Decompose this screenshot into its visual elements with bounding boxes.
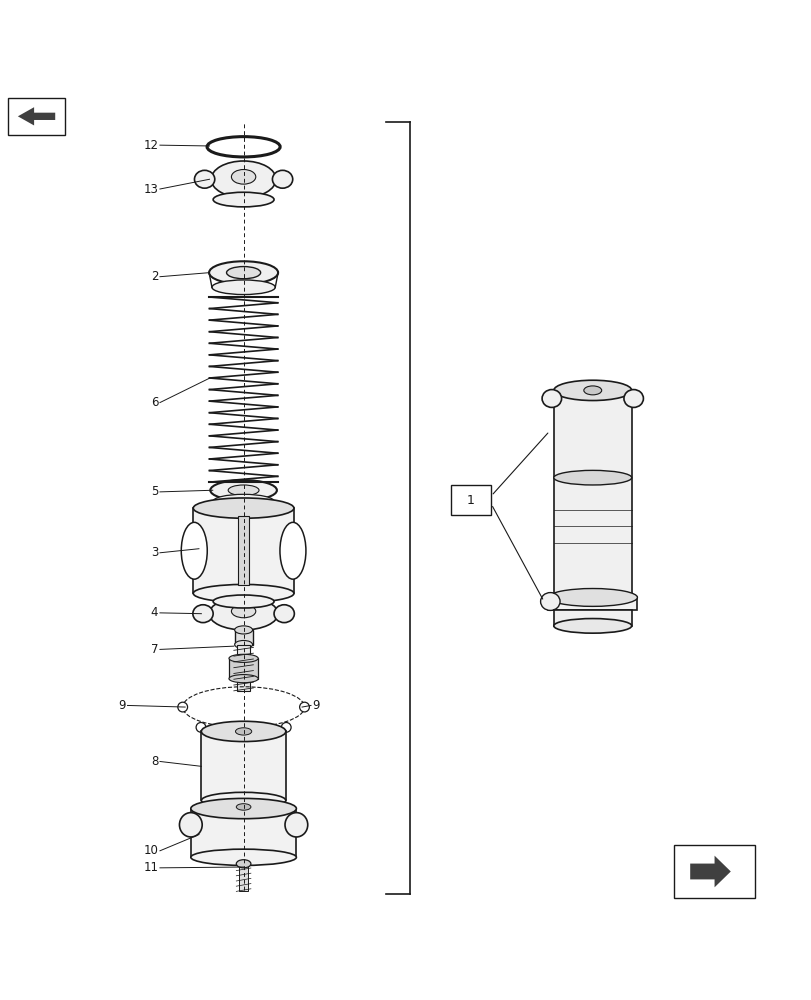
Ellipse shape [285,813,307,837]
Bar [553,390,631,597]
Bar [201,731,285,800]
Ellipse shape [201,792,285,809]
Ellipse shape [281,722,290,732]
Bar [229,658,258,679]
Ellipse shape [193,498,294,518]
Ellipse shape [235,728,251,735]
Text: 1: 1 [466,493,474,506]
Ellipse shape [228,485,259,496]
Ellipse shape [226,267,260,279]
Ellipse shape [211,161,276,198]
Bar [234,630,252,645]
Ellipse shape [234,626,252,634]
Bar [450,485,491,515]
Polygon shape [18,107,55,125]
Bar [673,845,754,898]
Ellipse shape [212,595,273,608]
Text: 9: 9 [118,699,126,712]
Ellipse shape [236,860,251,868]
Text: 5: 5 [151,485,158,498]
Bar [8,98,65,135]
Ellipse shape [192,605,212,623]
Text: 4: 4 [151,606,158,619]
Text: 9: 9 [312,699,320,712]
Ellipse shape [191,849,296,865]
Bar [547,597,637,610]
Text: 3: 3 [151,546,158,559]
Bar [553,610,631,626]
Text: 13: 13 [144,183,158,196]
Ellipse shape [181,522,207,579]
Ellipse shape [231,170,255,184]
Ellipse shape [299,702,309,712]
Ellipse shape [236,804,251,810]
Ellipse shape [540,593,560,610]
Ellipse shape [194,170,214,188]
Ellipse shape [208,261,277,284]
Ellipse shape [542,390,561,407]
Text: 11: 11 [144,861,158,874]
Bar [237,645,250,691]
Text: 2: 2 [151,270,158,283]
Ellipse shape [231,605,255,618]
Polygon shape [689,856,730,887]
Text: 7: 7 [151,643,158,656]
Ellipse shape [547,589,637,606]
Bar [193,508,294,593]
Ellipse shape [583,386,601,395]
Ellipse shape [178,702,187,712]
Ellipse shape [553,470,631,485]
Ellipse shape [193,584,294,602]
Ellipse shape [191,798,296,819]
Ellipse shape [273,605,294,623]
Ellipse shape [272,170,292,188]
Ellipse shape [196,722,205,732]
Ellipse shape [179,813,202,837]
Ellipse shape [553,380,631,401]
Text: 8: 8 [151,755,158,768]
Text: 10: 10 [144,844,158,857]
Ellipse shape [623,390,642,407]
Ellipse shape [210,480,277,500]
Bar [238,516,249,585]
Bar [191,809,296,857]
Ellipse shape [234,640,252,649]
Text: 6: 6 [151,396,158,409]
Ellipse shape [201,721,285,742]
Ellipse shape [280,522,306,579]
Bar [238,864,248,891]
Ellipse shape [229,654,258,662]
Ellipse shape [212,280,275,295]
Ellipse shape [208,597,277,630]
Ellipse shape [212,192,273,207]
Ellipse shape [229,675,258,683]
Ellipse shape [212,494,274,509]
Text: 12: 12 [144,139,158,152]
Ellipse shape [553,619,631,633]
